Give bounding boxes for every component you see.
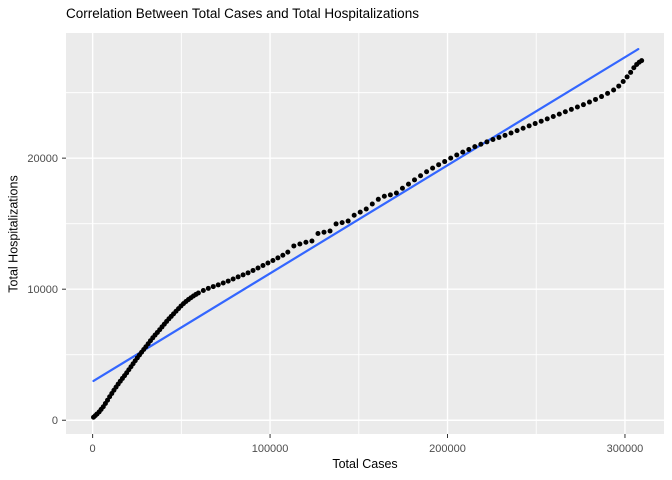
data-point (357, 209, 363, 215)
data-point (418, 173, 424, 179)
data-point (215, 282, 221, 288)
data-point (363, 206, 369, 212)
data-point (532, 121, 538, 127)
data-point (466, 146, 472, 152)
data-point (436, 162, 442, 168)
data-point (502, 132, 508, 138)
x-axis-title: Total Cases (332, 457, 398, 471)
x-tick-label: 200000 (429, 443, 466, 455)
data-point (327, 228, 333, 234)
chart-title: Correlation Between Total Cases and Tota… (66, 6, 419, 21)
data-point (399, 185, 405, 191)
data-point (333, 221, 339, 227)
y-axis-title-wrap: Total Hospitalizations (4, 33, 24, 434)
data-point (291, 243, 297, 249)
trend-line (92, 48, 640, 383)
data-point (387, 192, 393, 198)
data-point (345, 218, 351, 224)
data-point (544, 116, 550, 122)
data-point (309, 238, 315, 244)
data-point (369, 201, 375, 207)
data-point (260, 262, 266, 268)
data-point (574, 104, 580, 110)
data-point (556, 111, 562, 117)
data-point (593, 96, 599, 102)
data-point (611, 87, 617, 93)
data-point (472, 144, 478, 150)
data-point (538, 118, 544, 124)
data-point (550, 113, 556, 119)
data-point (205, 285, 211, 291)
data-point (265, 260, 271, 266)
x-tick-label: 300000 (607, 443, 644, 455)
data-point (225, 278, 231, 284)
data-point (250, 267, 256, 273)
y-tick-label: 0 (52, 415, 58, 427)
data-point (315, 231, 321, 236)
data-point (351, 212, 357, 218)
data-point (430, 165, 436, 171)
data-point (508, 130, 514, 136)
data-point (285, 249, 291, 255)
data-point (605, 90, 611, 96)
data-point (240, 272, 246, 278)
x-tick-label: 100000 (252, 443, 289, 455)
data-point (639, 58, 645, 64)
y-axis-title: Total Hospitalizations (7, 174, 22, 293)
data-point (412, 177, 418, 183)
data-point (478, 141, 484, 147)
data-point (520, 125, 526, 131)
data-point (599, 94, 605, 100)
data-point (303, 239, 309, 245)
x-tick-label: 0 (90, 443, 96, 455)
data-point (580, 102, 586, 108)
data-point (448, 155, 454, 161)
data-point (484, 139, 490, 145)
data-point (442, 159, 448, 165)
data-point (280, 252, 286, 258)
plot-panel-background (66, 33, 664, 434)
data-point (624, 74, 630, 80)
data-point (460, 149, 466, 155)
data-point (297, 241, 303, 247)
data-point (195, 290, 201, 296)
data-point (220, 280, 226, 286)
data-point (375, 196, 381, 202)
y-tick-label: 20000 (27, 153, 58, 165)
data-point (631, 65, 637, 71)
data-point (270, 257, 276, 263)
data-point (393, 190, 399, 196)
data-point (526, 123, 532, 129)
data-point (568, 106, 574, 112)
data-point (210, 284, 216, 290)
data-point (496, 134, 502, 140)
data-point (230, 276, 236, 282)
data-point (620, 78, 626, 84)
data-point (490, 137, 496, 143)
data-point (275, 255, 281, 261)
data-point (562, 109, 568, 115)
data-point (514, 128, 520, 134)
data-point (200, 288, 206, 294)
data-point (235, 274, 241, 280)
data-point (405, 181, 411, 187)
data-point (255, 265, 261, 271)
data-point (424, 169, 430, 175)
data-point (381, 193, 387, 199)
data-point (454, 152, 460, 158)
data-point (245, 270, 251, 276)
data-point (616, 83, 622, 89)
data-point (586, 99, 592, 105)
y-tick-label: 10000 (27, 284, 58, 296)
data-point (339, 220, 345, 226)
data-point (628, 69, 634, 75)
data-point (321, 229, 327, 235)
